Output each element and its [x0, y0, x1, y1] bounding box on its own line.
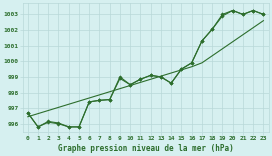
X-axis label: Graphe pression niveau de la mer (hPa): Graphe pression niveau de la mer (hPa) [58, 144, 233, 153]
